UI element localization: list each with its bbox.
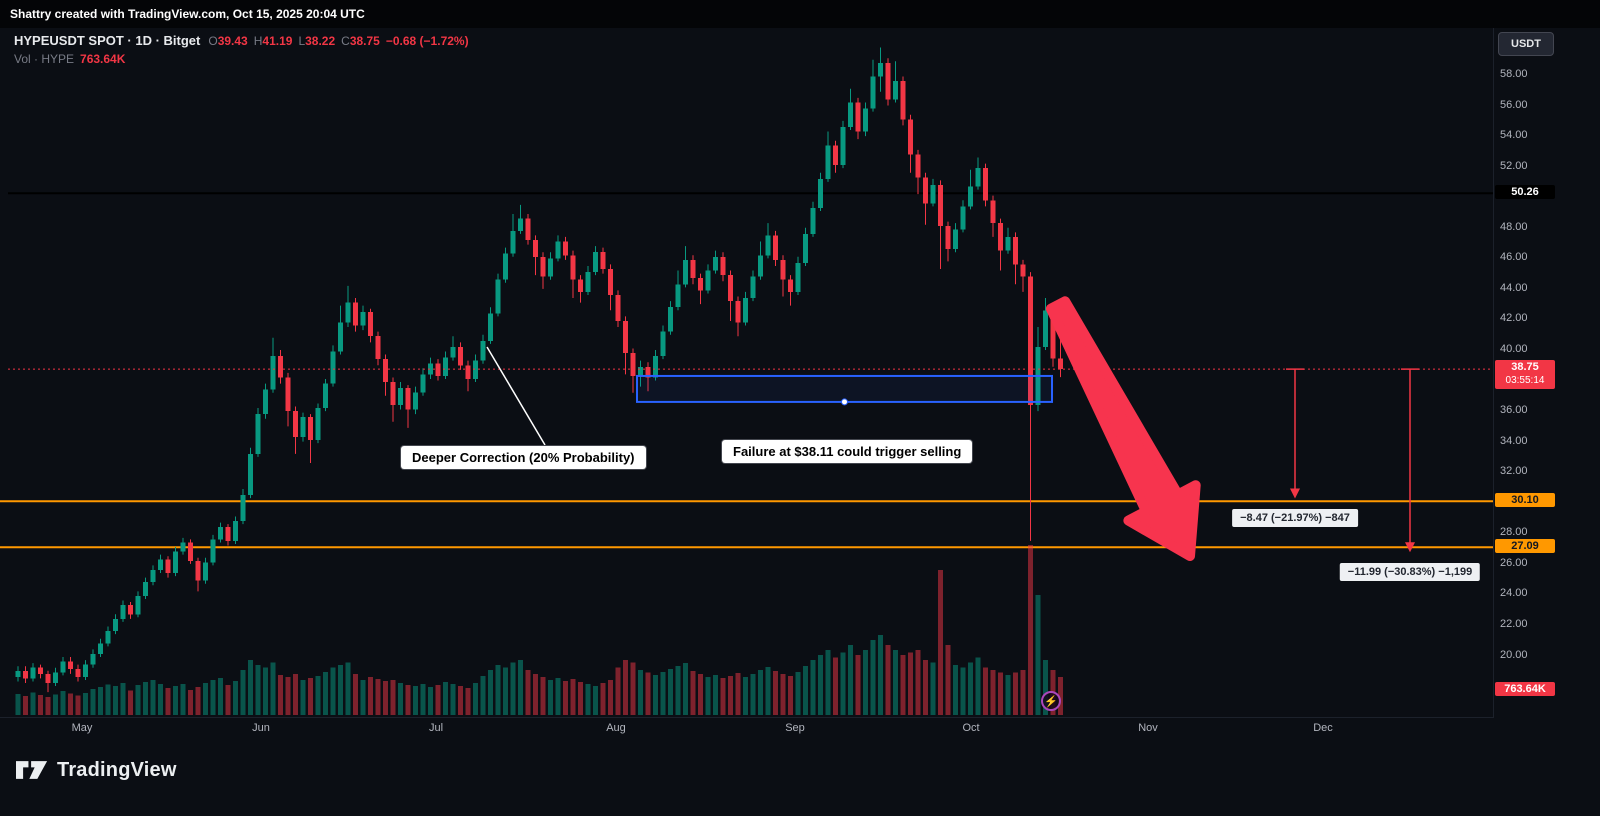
ohlc-open: O39.43 — [208, 34, 248, 48]
month-tick-label: Aug — [606, 722, 626, 734]
price-change: −0.68 (−1.72%) — [385, 34, 469, 48]
volume-axis-badge: 763.64K — [1495, 682, 1555, 696]
lightning-trade-icon[interactable]: ⚡ — [1041, 691, 1061, 711]
price-tick-label: 28.00 — [1500, 526, 1528, 539]
volume-layer — [15, 545, 1063, 715]
price-tick-label: 46.00 — [1500, 251, 1528, 264]
orange-level-label-2: 27.09 — [1495, 539, 1555, 554]
price-range-label-1[interactable]: −8.47 (−21.97%) −847 — [1232, 509, 1358, 528]
symbol-title[interactable]: HYPEUSDT SPOT · 1D · Bitget — [14, 33, 201, 48]
price-tick-label: 34.00 — [1500, 434, 1528, 447]
volume-label: Vol · HYPE — [14, 52, 75, 66]
price-tick-label: 24.00 — [1500, 587, 1528, 600]
price-axis-separator — [1493, 28, 1494, 718]
down-arrow-drawing[interactable] — [1045, 296, 1201, 561]
month-tick-label: Dec — [1313, 722, 1333, 734]
price-tick-label: 40.00 — [1500, 342, 1528, 355]
annotation-failure-38-11[interactable]: Failure at $38.11 could trigger selling — [722, 440, 973, 463]
price-line-label-5026: 50.26 — [1495, 185, 1555, 200]
price-tick-label: 54.00 — [1500, 129, 1528, 142]
month-tick-label: Sep — [785, 722, 805, 734]
annotation-deeper-correction[interactable]: Deeper Correction (20% Probability) — [401, 446, 646, 469]
bar-countdown: 03:55:14 — [1505, 375, 1545, 387]
month-tick-label: Jun — [252, 722, 270, 734]
price-tick-label: 52.00 — [1500, 159, 1528, 172]
price-range-label-2[interactable]: −11.99 (−30.83%) −1,199 — [1339, 563, 1481, 582]
orange-level-label-1: 30.10 — [1495, 493, 1555, 508]
price-tick-label: 56.00 — [1500, 98, 1528, 111]
tradingview-logo[interactable]: TradingView — [16, 757, 177, 783]
month-tick-label: May — [71, 722, 93, 734]
ohlc-high: H41.19 — [253, 34, 293, 48]
month-tick-label: Nov — [1138, 722, 1158, 734]
tradingview-brand-text: TradingView — [57, 758, 177, 781]
price-tick-label: 44.00 — [1500, 281, 1528, 294]
time-axis-separator — [0, 717, 1493, 718]
ohlc-close: C38.75 — [341, 34, 380, 48]
price-tick-label: 20.00 — [1500, 648, 1528, 661]
last-price-value: 38.75 — [1511, 361, 1539, 374]
ohlc-low: L38.22 — [298, 34, 336, 48]
tradingview-logo-icon — [16, 761, 48, 779]
drawings-layer — [8, 296, 1493, 561]
price-tick-label: 36.00 — [1500, 404, 1528, 417]
price-tick-label: 58.00 — [1500, 68, 1528, 80]
last-price-badge: 38.75 03:55:14 — [1495, 360, 1555, 390]
price-tick-label: 22.00 — [1500, 617, 1528, 630]
chart-legend[interactable]: HYPEUSDT SPOT · 1D · Bitget O39.43 H41.19 L… — [14, 33, 469, 48]
month-tick-label: Jul — [428, 722, 444, 734]
attribution-bar: Shattry created with TradingView.com, Oc… — [0, 0, 1600, 28]
price-tick-label: 42.00 — [1500, 312, 1528, 325]
month-tick-label: Oct — [962, 722, 980, 734]
price-tick-label: 32.00 — [1500, 465, 1528, 478]
volume-value: 763.64K — [80, 52, 126, 66]
candles-layer — [15, 47, 1063, 693]
price-tick-label: 26.00 — [1500, 556, 1528, 569]
currency-toggle-button[interactable]: USDT — [1498, 32, 1554, 56]
level-lines-layer — [0, 192, 1493, 549]
price-tick-label: 48.00 — [1500, 220, 1528, 233]
volume-legend[interactable]: Vol · HYPE 763.64K — [14, 52, 125, 66]
